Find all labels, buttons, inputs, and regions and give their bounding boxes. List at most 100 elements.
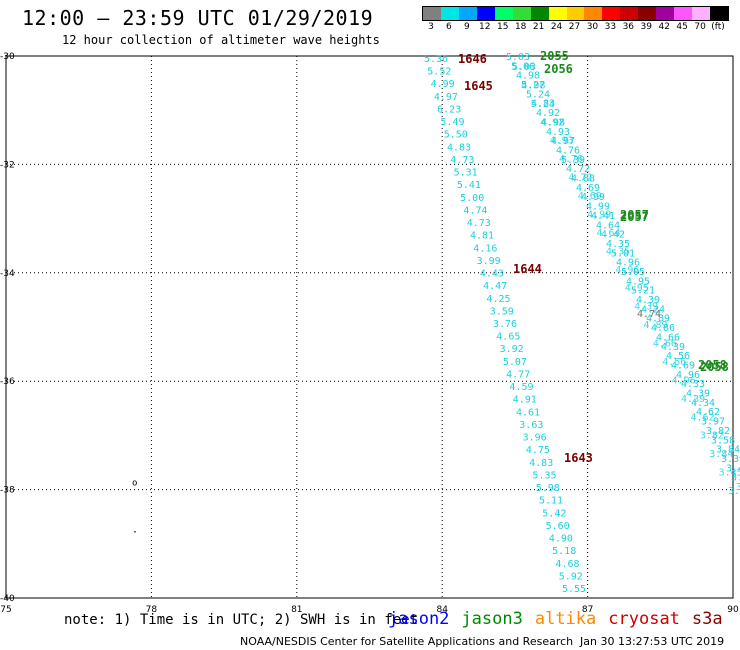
credit-line: NOAA/NESDIS Center for Satellite Applica… — [240, 635, 574, 648]
color-scale-label: 30 — [586, 22, 599, 32]
footer-note: note: 1) Time is in UTC; 2) SWH is in fe… — [64, 612, 419, 628]
track-value: 5.98 — [536, 483, 560, 494]
color-scale-swatch — [530, 7, 549, 20]
color-scale-swatch — [710, 7, 728, 20]
lon-label: 78 — [146, 605, 158, 615]
track-value: 4.73 — [450, 155, 474, 166]
color-scale-bar — [422, 6, 729, 21]
color-scale-swatch — [674, 7, 693, 20]
track-value: 5.52 — [427, 67, 451, 78]
track-value: 5.41 — [457, 180, 481, 191]
track-value: 4.64 — [596, 220, 620, 231]
track-value: 4.89 — [646, 314, 670, 325]
color-scale-swatch — [476, 7, 495, 20]
track-value: 4.34 — [691, 398, 715, 409]
track-value: 4.75 — [526, 445, 550, 456]
track-value: 4.95 — [626, 276, 650, 287]
color-scale-swatch — [620, 7, 639, 20]
track-value: 4.59 — [509, 382, 533, 393]
generated-timestamp: Jan 30 13:27:53 UTC 2019 — [580, 635, 725, 648]
track-value: 4.41 — [591, 211, 615, 222]
track-value: 4.95 — [625, 283, 649, 294]
track-value: 4.61 — [516, 407, 540, 418]
color-scale-label: 70 — [694, 22, 706, 32]
track-value: 4.47 — [483, 281, 507, 292]
track-value: 4.96 — [615, 265, 639, 276]
track-value: 4.65 — [496, 332, 520, 343]
color-scale-label: 3 — [428, 22, 434, 32]
track-value: 4.96 — [672, 375, 696, 386]
track-value: 4.56 — [662, 357, 686, 368]
track-value: 4.99 — [586, 202, 610, 213]
track-value: 4.88 — [571, 174, 595, 185]
map-frame — [5, 55, 734, 599]
track-value: 4.74 — [463, 205, 487, 216]
track-value: 4.99 — [431, 79, 455, 90]
track-value: 4.83 — [447, 142, 471, 153]
track-value: 5.24 — [531, 99, 555, 110]
color-scale-swatch — [440, 7, 459, 20]
track-value: 5.27 — [521, 80, 545, 91]
track-value: 3.99 — [477, 256, 501, 267]
track-value: 3.59 — [490, 306, 514, 317]
track-value: 4.97 — [434, 92, 458, 103]
track-value: 4.76 — [556, 145, 580, 156]
track-value: 4.42 — [601, 230, 625, 241]
track-value: 4.39 — [636, 295, 660, 306]
lat-label: -38 — [0, 486, 15, 496]
track-value: 3.14 — [728, 486, 740, 497]
color-scale-label: 45 — [676, 22, 688, 32]
track-value: 4.35 — [606, 239, 630, 250]
track-value: 5.36 — [424, 54, 448, 65]
track-value: 5.11 — [539, 496, 563, 507]
color-scale-swatch — [584, 7, 603, 20]
track-value: 3.63 — [519, 420, 543, 431]
time-label: 2057 — [620, 208, 649, 222]
track-value: 4.73 — [467, 218, 491, 229]
track-value: 3.14 — [736, 482, 740, 493]
track-value: 4.68 — [555, 559, 579, 570]
color-scale-label: (ft) — [711, 22, 725, 32]
track-value: 5.03 — [512, 62, 536, 73]
track-value: 4.98 — [516, 71, 540, 82]
track-value: 5.35 — [532, 470, 556, 481]
track-value: 4.43 — [480, 269, 504, 280]
satellite-legend-item: jason3 — [461, 609, 523, 629]
color-scale-label: 24 — [550, 22, 563, 32]
color-scale-label: 15 — [497, 22, 509, 32]
track-value: 4.35 — [606, 246, 630, 257]
track-value: 4.24 — [641, 304, 665, 315]
color-scale-swatch — [458, 7, 477, 20]
color-scale-swatch — [656, 7, 675, 20]
track-value: 3.39 — [721, 454, 740, 465]
track-value: 4.93 — [550, 136, 574, 147]
track-value: 5.18 — [552, 546, 576, 557]
map-subtitle: 12 hour collection of altimeter wave hei… — [62, 33, 380, 47]
track-value: 4.98 — [541, 117, 565, 128]
track-value: 3.92 — [500, 344, 524, 355]
color-scale-label: 6 — [446, 22, 452, 32]
track-value: 4.66 — [656, 332, 680, 343]
track-value: 4.25 — [486, 294, 510, 305]
lat-label: -30 — [0, 52, 15, 62]
track-value: 5.49 — [440, 117, 464, 128]
track-value: 5.24 — [526, 89, 550, 100]
track-value: 4.99 — [581, 192, 605, 203]
track-value: 4.69 — [671, 360, 695, 371]
track-value: 4.81 — [470, 231, 494, 242]
color-scale-label: 9 — [463, 22, 470, 32]
track-value: 4.62 — [690, 412, 714, 423]
track-value: 5.50 — [444, 130, 468, 141]
time-label: 2058 — [700, 360, 729, 374]
track-value: 4.39 — [634, 302, 658, 313]
track-value: 4.93 — [546, 127, 570, 138]
track-value: 4.69 — [576, 183, 600, 194]
track-value: 3.82 — [700, 431, 724, 442]
track-value: 4.64 — [597, 228, 621, 239]
track-value: 4.74 — [637, 309, 661, 320]
track-value: 5.06 — [511, 61, 535, 72]
track-value: 5.31 — [454, 168, 478, 179]
track-value: 4.96 — [616, 258, 640, 269]
color-scale-swatch — [423, 7, 441, 20]
track-value: 4.39 — [661, 342, 685, 353]
